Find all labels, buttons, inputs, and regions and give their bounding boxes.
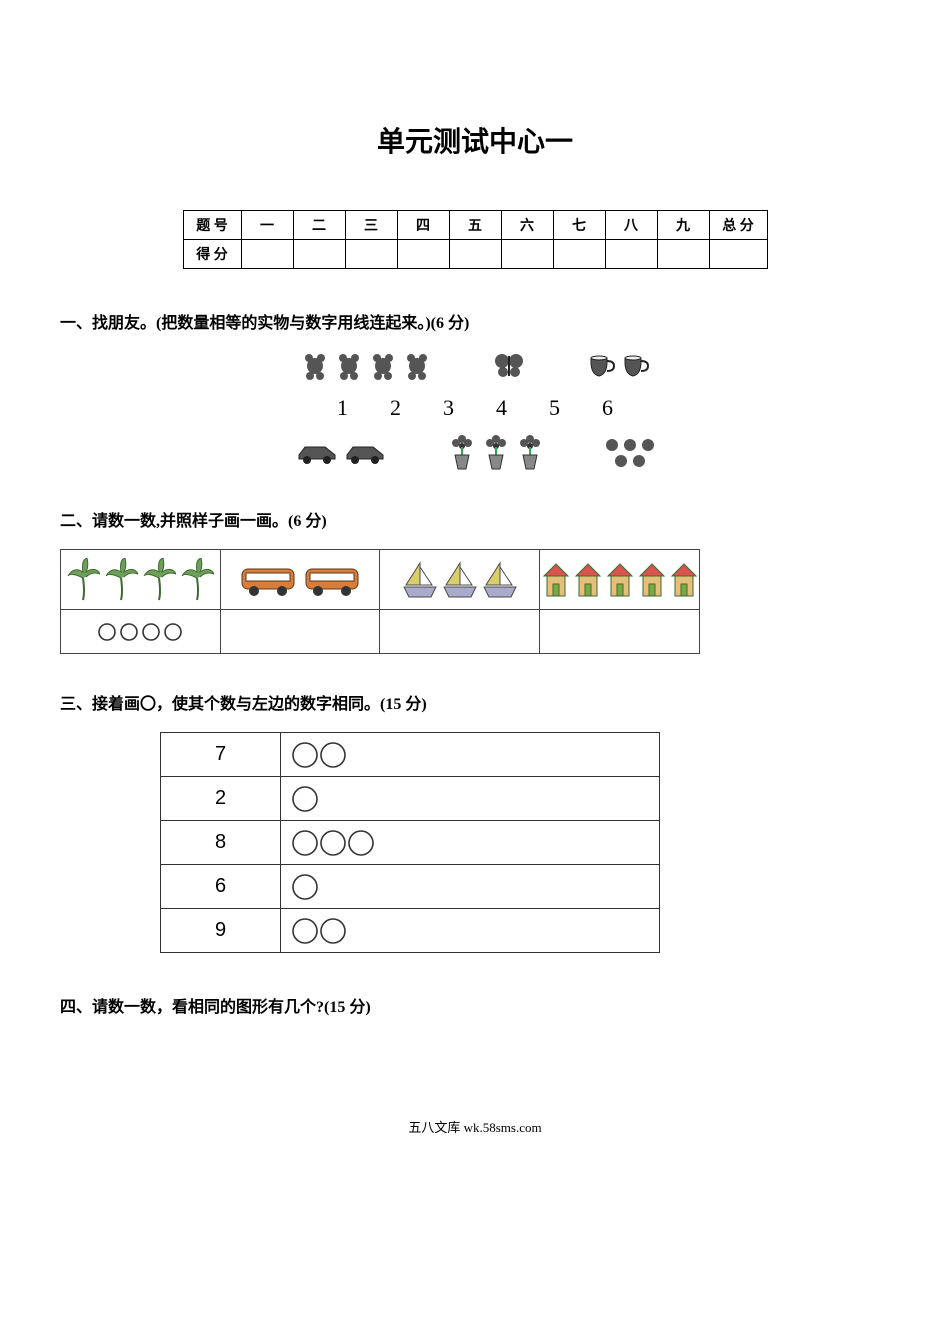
q3-number: 6 — [161, 865, 281, 909]
score-col: 五 — [449, 211, 501, 240]
q1-group-dot — [605, 438, 655, 468]
q3-table: 7 2 8 6 9 — [160, 732, 660, 953]
q2-heading: 二、请数一数,并照样子画一画。(6 分) — [60, 507, 890, 531]
q1-group-car — [295, 441, 387, 465]
q3-number: 9 — [161, 909, 281, 953]
q3-row: 6 — [161, 865, 660, 909]
q3-circle-cell — [281, 821, 660, 865]
q1-number-row: 1 2 3 4 5 6 — [60, 395, 890, 421]
score-label-header: 题 号 — [183, 211, 241, 240]
score-col: 二 — [293, 211, 345, 240]
score-col: 三 — [345, 211, 397, 240]
q1-number: 3 — [443, 395, 454, 421]
q3-number: 2 — [161, 777, 281, 821]
q1-top-row — [60, 351, 890, 381]
score-table: 题 号 一 二 三 四 五 六 七 八 九 总 分 得 分 — [183, 210, 768, 269]
score-label-value: 得 分 — [183, 240, 241, 269]
q1-bottom-row — [60, 435, 890, 471]
q1-number: 1 — [337, 395, 348, 421]
q3-number: 8 — [161, 821, 281, 865]
q2-answer-cell — [540, 610, 700, 654]
q3-number: 7 — [161, 733, 281, 777]
q3-circle-cell — [281, 909, 660, 953]
score-col: 八 — [605, 211, 657, 240]
q1-number: 4 — [496, 395, 507, 421]
q2-answer-row — [61, 610, 700, 654]
q2-image-row — [61, 550, 700, 610]
q1-group-flowerpot — [447, 435, 545, 471]
score-col: 四 — [397, 211, 449, 240]
q1-number: 6 — [602, 395, 613, 421]
q2-cell-house — [540, 550, 700, 610]
score-value-row: 得 分 — [183, 240, 767, 269]
q1-number: 2 — [390, 395, 401, 421]
score-col: 七 — [553, 211, 605, 240]
q1-heading: 一、找朋友。(把数量相等的实物与数字用线连起来。)(6 分) — [60, 309, 890, 333]
q1-content: 1 2 3 4 5 6 — [60, 351, 890, 471]
q1-group-butterfly — [492, 351, 526, 381]
q3-row: 7 — [161, 733, 660, 777]
q3-circle-cell — [281, 733, 660, 777]
q1-number: 5 — [549, 395, 560, 421]
score-col: 一 — [241, 211, 293, 240]
score-col: 总 分 — [709, 211, 767, 240]
q3-circle-cell — [281, 865, 660, 909]
q3-row: 2 — [161, 777, 660, 821]
q2-cell-palm — [61, 550, 221, 610]
q2-table — [60, 549, 700, 654]
page-title: 单元测试中心一 — [60, 120, 890, 160]
q3-row: 8 — [161, 821, 660, 865]
q2-answer-cell — [61, 610, 221, 654]
q3-circle-cell — [281, 777, 660, 821]
q2-cell-sailboat — [380, 550, 540, 610]
q2-cell-bus — [220, 550, 380, 610]
score-col: 九 — [657, 211, 709, 240]
q1-group-teddy — [300, 351, 432, 381]
q2-answer-cell — [220, 610, 380, 654]
score-col: 六 — [501, 211, 553, 240]
q2-example-circles — [61, 622, 220, 642]
q4-heading: 四、请数一数，看相同的图形有几个?(15 分) — [60, 993, 890, 1017]
page-footer: 五八文库 wk.58sms.com — [60, 1117, 890, 1136]
q3-row: 9 — [161, 909, 660, 953]
score-header-row: 题 号 一 二 三 四 五 六 七 八 九 总 分 — [183, 211, 767, 240]
q2-answer-cell — [380, 610, 540, 654]
q1-group-cup — [586, 353, 650, 379]
q3-heading: 三、接着画〇，使其个数与左边的数字相同。(15 分) — [60, 690, 890, 714]
